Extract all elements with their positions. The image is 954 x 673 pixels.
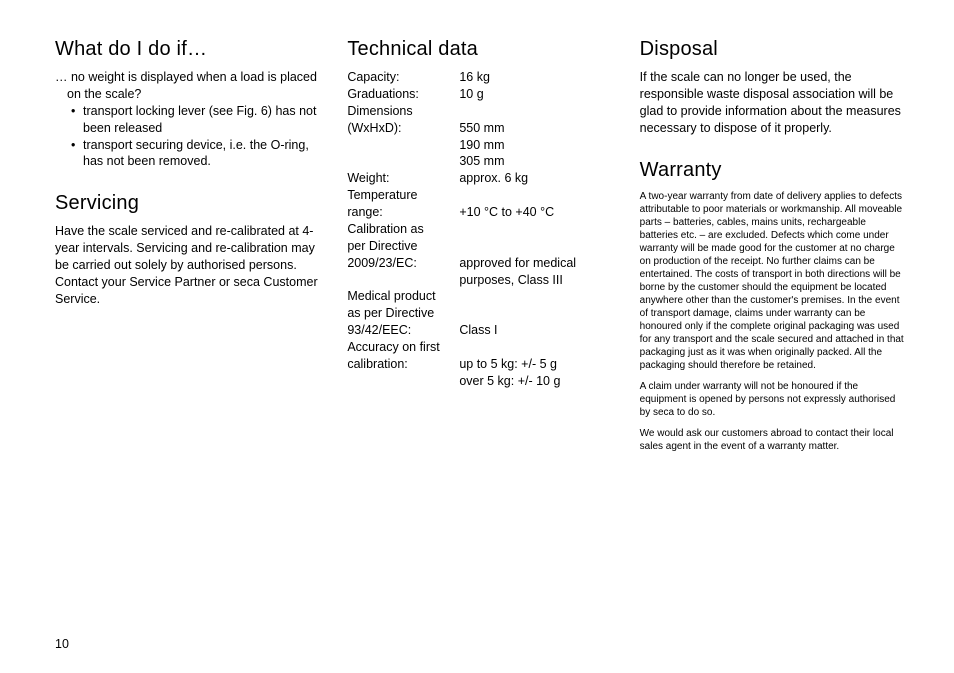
tech-label: 93/42/EEC:: [347, 322, 459, 339]
warranty-para-3: We would ask our customers abroad to con…: [640, 427, 904, 453]
heading-warranty: Warranty: [640, 159, 904, 182]
tech-label: Calibration as: [347, 221, 459, 238]
tech-row: per Directive: [347, 238, 611, 255]
tech-row: over 5 kg: +/- 10 g: [347, 373, 611, 390]
tech-value: [459, 238, 611, 255]
tech-row: calibration:up to 5 kg: +/- 5 g: [347, 356, 611, 373]
tech-value: 305 mm: [459, 153, 611, 170]
tech-label: range:: [347, 204, 459, 221]
bullet-item: transport locking lever (see Fig. 6) has…: [83, 103, 319, 137]
tech-label: [347, 153, 459, 170]
tech-row: Capacity:16 kg: [347, 69, 611, 86]
tech-label: [347, 373, 459, 390]
column-2: Technical data Capacity:16 kgGraduations…: [347, 38, 611, 461]
bullet-list: transport locking lever (see Fig. 6) has…: [55, 103, 319, 171]
tech-label: Capacity:: [347, 69, 459, 86]
tech-value: +10 °C to +40 °C: [459, 204, 611, 221]
tech-row: 93/42/EEC:Class I: [347, 322, 611, 339]
heading-technical-data: Technical data: [347, 38, 611, 61]
disposal-text: If the scale can no longer be used, the …: [640, 69, 904, 137]
tech-value: [459, 103, 611, 120]
tech-value: approx. 6 kg: [459, 170, 611, 187]
tech-label: (WxHxD):: [347, 120, 459, 137]
tech-value: up to 5 kg: +/- 5 g: [459, 356, 611, 373]
tech-value: 550 mm: [459, 120, 611, 137]
tech-row: Calibration as: [347, 221, 611, 238]
tech-row: as per Directive: [347, 305, 611, 322]
tech-row: 190 mm: [347, 137, 611, 154]
tech-row: Temperature: [347, 187, 611, 204]
servicing-text: Have the scale serviced and re-calibrate…: [55, 223, 319, 307]
tech-value: 16 kg: [459, 69, 611, 86]
tech-row: Medical product: [347, 288, 611, 305]
tech-value: approved for medical purposes, Class III: [459, 255, 611, 289]
column-3: Disposal If the scale can no longer be u…: [640, 38, 904, 461]
tech-label: calibration:: [347, 356, 459, 373]
page-number: 10: [55, 637, 69, 651]
tech-label: Dimensions: [347, 103, 459, 120]
tech-value: [459, 187, 611, 204]
heading-what-do-i-do-if: What do I do if…: [55, 38, 319, 61]
heading-disposal: Disposal: [640, 38, 904, 61]
tech-label: Medical product: [347, 288, 459, 305]
tech-row: Weight:approx. 6 kg: [347, 170, 611, 187]
heading-servicing: Servicing: [55, 192, 319, 215]
tech-value: [459, 339, 611, 356]
tech-label: Weight:: [347, 170, 459, 187]
tech-row: Dimensions: [347, 103, 611, 120]
tech-label: 2009/23/EC:: [347, 255, 459, 289]
tech-label: Accuracy on first: [347, 339, 459, 356]
tech-row: 305 mm: [347, 153, 611, 170]
warranty-para-2: A claim under warranty will not be honou…: [640, 380, 904, 419]
bullet-item: transport securing device, i.e. the O-ri…: [83, 137, 319, 171]
technical-data-table: Capacity:16 kgGraduations:10 gDimensions…: [347, 69, 611, 390]
tech-value: 10 g: [459, 86, 611, 103]
column-1: What do I do if… … no weight is displaye…: [55, 38, 319, 461]
tech-row: Graduations:10 g: [347, 86, 611, 103]
tech-row: Accuracy on first: [347, 339, 611, 356]
tech-value: over 5 kg: +/- 10 g: [459, 373, 611, 390]
tech-value: [459, 288, 611, 305]
question-text: … no weight is displayed when a load is …: [55, 69, 319, 103]
tech-row: range:+10 °C to +40 °C: [347, 204, 611, 221]
tech-value: [459, 305, 611, 322]
tech-row: 2009/23/EC:approved for medical purposes…: [347, 255, 611, 289]
tech-value: Class I: [459, 322, 611, 339]
tech-value: 190 mm: [459, 137, 611, 154]
tech-label: per Directive: [347, 238, 459, 255]
tech-label: Temperature: [347, 187, 459, 204]
warranty-para-1: A two-year warranty from date of deliver…: [640, 190, 904, 372]
tech-label: Graduations:: [347, 86, 459, 103]
tech-label: as per Directive: [347, 305, 459, 322]
tech-value: [459, 221, 611, 238]
tech-label: [347, 137, 459, 154]
tech-row: (WxHxD):550 mm: [347, 120, 611, 137]
